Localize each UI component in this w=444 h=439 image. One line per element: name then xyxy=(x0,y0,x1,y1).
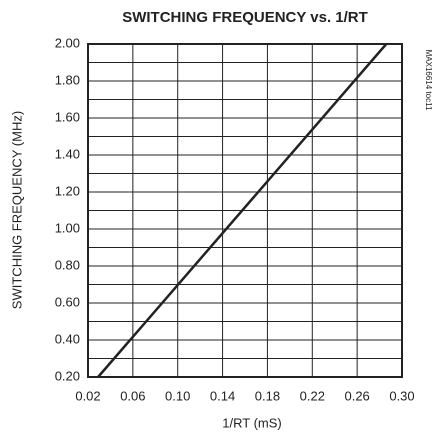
x-tick-label: 0.10 xyxy=(165,388,190,403)
data-line xyxy=(97,43,388,378)
plot-frame xyxy=(87,43,403,378)
y-tick-label: 0.40 xyxy=(55,331,80,346)
y-tick-label: 2.00 xyxy=(55,35,80,50)
x-tick-label: 0.14 xyxy=(210,388,235,403)
y-tick-label: 1.20 xyxy=(55,183,80,198)
x-tick-label: 0.26 xyxy=(344,388,369,403)
y-tick-label: 1.40 xyxy=(55,146,80,161)
chart-title: SWITCHING FREQUENCY vs. 1/RT xyxy=(122,9,368,26)
x-tick-label: 0.22 xyxy=(300,388,325,403)
y-tick-label: 1.00 xyxy=(55,220,80,235)
figure-note: MAX16614 toc11 xyxy=(424,50,433,111)
y-axis-label: SWITCHING FREQUENCY (MHz) xyxy=(9,111,24,309)
x-axis-label: 1/RT (mS) xyxy=(222,415,281,430)
y-tick-label: 1.60 xyxy=(55,109,80,124)
y-tick-label: 0.60 xyxy=(55,294,80,309)
x-tick-label: 0.06 xyxy=(120,388,145,403)
y-tick-label: 0.20 xyxy=(55,368,80,383)
y-tick-label: 0.80 xyxy=(55,257,80,272)
x-tick-label: 0.02 xyxy=(75,388,100,403)
x-tick-label: 0.18 xyxy=(255,388,280,403)
x-tick-label: 0.30 xyxy=(389,388,414,403)
y-tick-label: 1.80 xyxy=(55,72,80,87)
